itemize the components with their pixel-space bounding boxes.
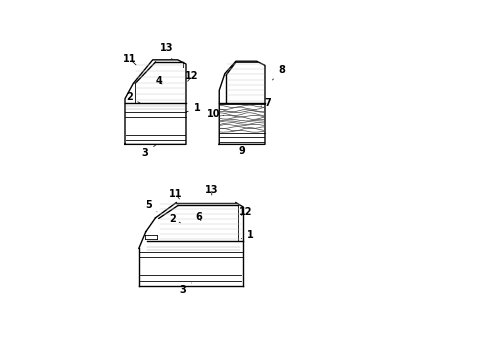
Text: 3: 3 <box>142 145 155 158</box>
Text: 10: 10 <box>207 109 223 119</box>
Text: 12: 12 <box>239 207 252 217</box>
Text: 2: 2 <box>170 214 180 224</box>
Text: 2: 2 <box>126 92 140 103</box>
Text: 1: 1 <box>186 103 200 113</box>
Text: 8: 8 <box>272 66 285 80</box>
Text: 1: 1 <box>242 230 254 240</box>
Text: 7: 7 <box>261 98 271 108</box>
Text: 9: 9 <box>239 146 245 156</box>
Text: 11: 11 <box>123 54 137 65</box>
Text: 12: 12 <box>185 72 198 81</box>
Text: 6: 6 <box>195 212 202 222</box>
Text: 13: 13 <box>205 185 219 195</box>
Text: 5: 5 <box>145 199 157 212</box>
Text: 13: 13 <box>160 43 173 59</box>
Text: 4: 4 <box>156 76 163 86</box>
Text: 11: 11 <box>169 189 182 199</box>
Text: 3: 3 <box>180 283 192 295</box>
